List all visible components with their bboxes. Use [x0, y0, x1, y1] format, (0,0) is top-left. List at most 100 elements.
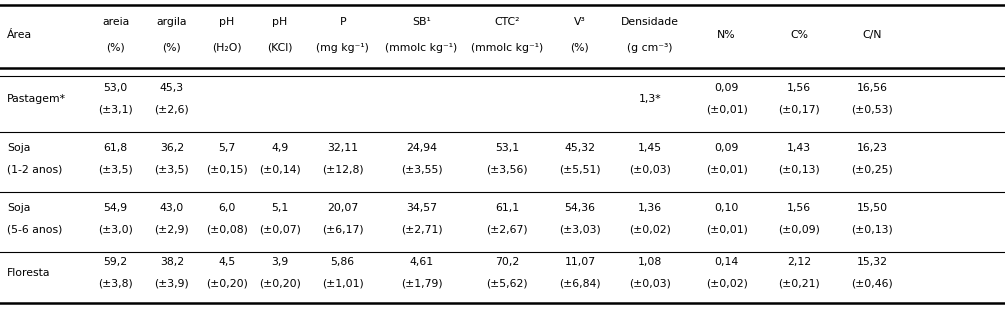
Text: areia: areia	[102, 17, 130, 27]
Text: 59,2: 59,2	[104, 257, 128, 267]
Text: C/N: C/N	[862, 30, 882, 40]
Text: 54,9: 54,9	[104, 203, 128, 213]
Text: 4,9: 4,9	[271, 143, 288, 153]
Text: P: P	[340, 17, 346, 27]
Text: (±0,21): (±0,21)	[778, 279, 820, 289]
Text: (±0,02): (±0,02)	[629, 225, 671, 235]
Text: (±0,03): (±0,03)	[629, 165, 671, 175]
Text: (±3,55): (±3,55)	[401, 165, 442, 175]
Text: (±3,9): (±3,9)	[155, 279, 189, 289]
Text: (±0,09): (±0,09)	[778, 225, 820, 235]
Text: N%: N%	[718, 30, 736, 40]
Text: (±2,6): (±2,6)	[155, 105, 189, 115]
Text: C%: C%	[790, 30, 808, 40]
Text: 15,32: 15,32	[857, 257, 887, 267]
Text: (mmolc kg⁻¹): (mmolc kg⁻¹)	[386, 43, 457, 53]
Text: (H₂O): (H₂O)	[212, 43, 241, 53]
Text: (±0,01): (±0,01)	[706, 225, 748, 235]
Text: pH: pH	[272, 17, 287, 27]
Text: 45,3: 45,3	[160, 83, 184, 93]
Text: (±0,13): (±0,13)	[851, 225, 893, 235]
Text: 1,56: 1,56	[787, 203, 811, 213]
Text: (±0,25): (±0,25)	[851, 165, 893, 175]
Text: 38,2: 38,2	[160, 257, 184, 267]
Text: Floresta: Floresta	[7, 268, 50, 278]
Text: (±6,84): (±6,84)	[559, 279, 601, 289]
Text: 36,2: 36,2	[160, 143, 184, 153]
Text: (±12,8): (±12,8)	[322, 165, 364, 175]
Text: (±5,62): (±5,62)	[486, 279, 528, 289]
Text: pH: pH	[219, 17, 234, 27]
Text: 1,45: 1,45	[638, 143, 662, 153]
Text: (±1,01): (±1,01)	[322, 279, 364, 289]
Text: Área: Área	[7, 30, 32, 40]
Text: 53,0: 53,0	[104, 83, 128, 93]
Text: (±3,03): (±3,03)	[559, 225, 601, 235]
Text: 3,9: 3,9	[271, 257, 288, 267]
Text: (±0,20): (±0,20)	[259, 279, 300, 289]
Text: (±0,02): (±0,02)	[706, 279, 748, 289]
Text: Densidade: Densidade	[621, 17, 679, 27]
Text: (±3,5): (±3,5)	[155, 165, 189, 175]
Text: 0,09: 0,09	[715, 83, 739, 93]
Text: 5,86: 5,86	[331, 257, 355, 267]
Text: CTC²: CTC²	[494, 17, 520, 27]
Text: (±0,08): (±0,08)	[206, 225, 247, 235]
Text: 53,1: 53,1	[494, 143, 520, 153]
Text: 0,14: 0,14	[715, 257, 739, 267]
Text: 32,11: 32,11	[328, 143, 358, 153]
Text: 6,0: 6,0	[218, 203, 235, 213]
Text: (±0,15): (±0,15)	[206, 165, 247, 175]
Text: 0,09: 0,09	[715, 143, 739, 153]
Text: (±0,01): (±0,01)	[706, 105, 748, 115]
Text: 24,94: 24,94	[406, 143, 437, 153]
Text: (%): (%)	[107, 43, 125, 53]
Text: (±0,20): (±0,20)	[206, 279, 247, 289]
Text: 0,10: 0,10	[715, 203, 739, 213]
Text: 1,43: 1,43	[787, 143, 811, 153]
Text: 4,61: 4,61	[409, 257, 434, 267]
Text: (±3,5): (±3,5)	[98, 165, 133, 175]
Text: 5,1: 5,1	[271, 203, 288, 213]
Text: (±0,01): (±0,01)	[706, 165, 748, 175]
Text: (±0,53): (±0,53)	[851, 105, 893, 115]
Text: (±0,17): (±0,17)	[778, 105, 820, 115]
Text: (±3,8): (±3,8)	[98, 279, 133, 289]
Text: 1,08: 1,08	[638, 257, 662, 267]
Text: (±0,07): (±0,07)	[259, 225, 300, 235]
Text: (±1,79): (±1,79)	[401, 279, 442, 289]
Text: 61,1: 61,1	[494, 203, 520, 213]
Text: Pastagem*: Pastagem*	[7, 94, 66, 104]
Text: (mg kg⁻¹): (mg kg⁻¹)	[317, 43, 369, 53]
Text: (±0,03): (±0,03)	[629, 279, 671, 289]
Text: 45,32: 45,32	[565, 143, 595, 153]
Text: (%): (%)	[571, 43, 589, 53]
Text: 1,36: 1,36	[638, 203, 662, 213]
Text: 16,23: 16,23	[857, 143, 887, 153]
Text: 34,57: 34,57	[406, 203, 437, 213]
Text: 5,7: 5,7	[218, 143, 235, 153]
Text: (±2,71): (±2,71)	[401, 225, 442, 235]
Text: (±0,13): (±0,13)	[778, 165, 820, 175]
Text: SB¹: SB¹	[412, 17, 431, 27]
Text: V³: V³	[574, 17, 586, 27]
Text: (±3,56): (±3,56)	[486, 165, 528, 175]
Text: (±3,1): (±3,1)	[98, 105, 133, 115]
Text: (%): (%)	[163, 43, 181, 53]
Text: 70,2: 70,2	[494, 257, 520, 267]
Text: (±5,51): (±5,51)	[559, 165, 601, 175]
Text: (±0,46): (±0,46)	[851, 279, 893, 289]
Text: (±6,17): (±6,17)	[322, 225, 364, 235]
Text: 61,8: 61,8	[104, 143, 128, 153]
Text: 4,5: 4,5	[218, 257, 235, 267]
Text: 16,56: 16,56	[857, 83, 887, 93]
Text: 15,50: 15,50	[857, 203, 887, 213]
Text: 11,07: 11,07	[565, 257, 595, 267]
Text: 20,07: 20,07	[327, 203, 359, 213]
Text: Soja: Soja	[7, 203, 30, 213]
Text: (±3,0): (±3,0)	[98, 225, 133, 235]
Text: 43,0: 43,0	[160, 203, 184, 213]
Text: Soja: Soja	[7, 143, 30, 153]
Text: 54,36: 54,36	[565, 203, 595, 213]
Text: 1,56: 1,56	[787, 83, 811, 93]
